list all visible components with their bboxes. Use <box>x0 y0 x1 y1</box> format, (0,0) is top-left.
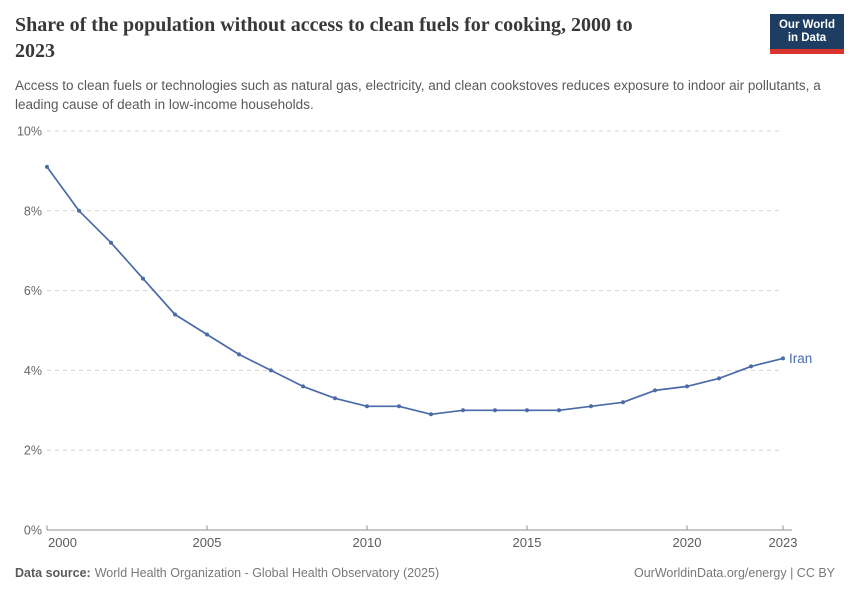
data-point <box>269 368 273 373</box>
data-point <box>109 240 113 245</box>
data-point <box>461 408 465 413</box>
y-tick-label: 2% <box>24 444 42 458</box>
data-point <box>589 404 593 409</box>
chart-title: Share of the population without access t… <box>15 14 633 62</box>
series-end-label: Iran <box>789 351 812 366</box>
owid-logo: Our World in Data <box>770 14 844 54</box>
data-point <box>141 276 145 281</box>
x-tick-label: 2000 <box>48 535 77 550</box>
x-tick-label: 2023 <box>769 535 798 550</box>
owid-logo-line2: in Data <box>787 32 827 44</box>
data-point <box>557 408 561 413</box>
chart-footer: Data source: World Health Organization - … <box>15 566 835 580</box>
x-tick-label: 2020 <box>673 535 702 550</box>
y-tick-label: 6% <box>24 284 42 298</box>
data-point <box>237 352 241 357</box>
y-tick-label: 4% <box>24 364 42 378</box>
owid-logo-line1: Our World <box>778 19 835 31</box>
data-point <box>205 332 209 337</box>
data-point <box>45 164 49 169</box>
data-point <box>781 356 785 361</box>
data-point <box>525 408 529 413</box>
data-point <box>429 412 433 417</box>
data-source-text: World Health Organization - Global Healt… <box>94 566 440 580</box>
data-series-line <box>46 166 784 416</box>
footer-attribution: OurWorldinData.org/energy | CC BY <box>633 566 835 580</box>
data-point <box>173 312 177 317</box>
x-tick-label: 2005 <box>193 535 222 550</box>
y-tick-label: 8% <box>24 204 42 218</box>
data-point <box>717 376 721 381</box>
data-point <box>333 396 337 401</box>
chart-subtitle: Access to clean fuels or technologies su… <box>15 78 821 112</box>
y-tick-label: 0% <box>24 524 42 538</box>
data-point <box>621 400 625 405</box>
x-tick-label: 2010 <box>353 535 382 550</box>
data-source: Data source: World Health Organization - … <box>15 566 439 580</box>
chart-header: Share of the population without access t… <box>15 12 835 64</box>
data-point <box>653 388 657 393</box>
data-point <box>749 364 753 369</box>
data-point <box>493 408 497 413</box>
data-point <box>397 404 401 409</box>
data-point <box>685 384 689 389</box>
data-point <box>77 208 81 213</box>
data-point <box>365 404 369 409</box>
y-tick-label: 10% <box>17 125 42 139</box>
data-point <box>301 384 305 389</box>
data-source-label: Data source: <box>15 566 91 580</box>
x-tick-label: 2015 <box>513 535 542 550</box>
